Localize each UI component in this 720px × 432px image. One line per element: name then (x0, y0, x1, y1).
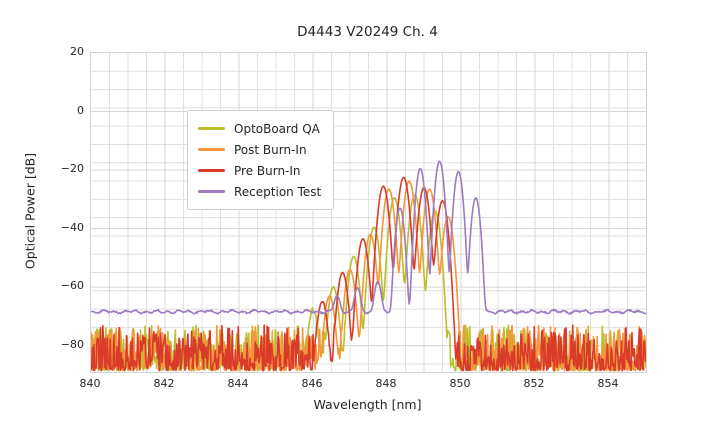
x-tick-label: 848 (375, 377, 397, 390)
x-tick-label: 854 (597, 377, 619, 390)
legend-line-swatch (198, 169, 225, 172)
series-pre-burn-in (91, 176, 646, 372)
legend-line-swatch (198, 127, 225, 130)
y-tick-label: 20 (70, 45, 84, 58)
chart-title: D4443 V20249 Ch. 4 (297, 24, 438, 40)
legend-label: Post Burn-In (234, 142, 307, 157)
y-tick-label: −60 (60, 279, 84, 293)
legend-label: OptoBoard QA (234, 121, 320, 136)
x-axis-label: Wavelength [nm] (313, 397, 422, 412)
legend-item: Reception Test (198, 181, 321, 202)
plot-canvas (91, 53, 646, 372)
y-tick-label: 0 (77, 103, 84, 117)
legend-item: Pre Burn-In (198, 160, 321, 181)
x-tick-label: 846 (301, 377, 323, 390)
y-tick-label: −20 (60, 162, 84, 176)
plot-area: OptoBoard QA Post Burn-In Pre Burn-In Recep… (90, 52, 647, 373)
legend-line-swatch (198, 148, 225, 151)
x-tick-label: 842 (153, 377, 175, 390)
legend-item: Post Burn-In (198, 139, 321, 160)
legend-item: OptoBoard QA (198, 118, 321, 139)
legend-label: Pre Burn-In (234, 163, 301, 178)
x-tick-label: 844 (227, 377, 249, 390)
x-tick-label: 840 (79, 377, 101, 390)
legend-line-swatch (198, 190, 225, 193)
legend: OptoBoard QA Post Burn-In Pre Burn-In Recep… (187, 110, 335, 210)
legend-label: Reception Test (234, 184, 322, 199)
series-reception-test (91, 160, 646, 315)
x-tick-label: 850 (449, 377, 471, 390)
y-tick-label: −40 (60, 220, 84, 234)
y-tick-label: −80 (60, 337, 84, 351)
x-tick-label: 852 (523, 377, 545, 390)
